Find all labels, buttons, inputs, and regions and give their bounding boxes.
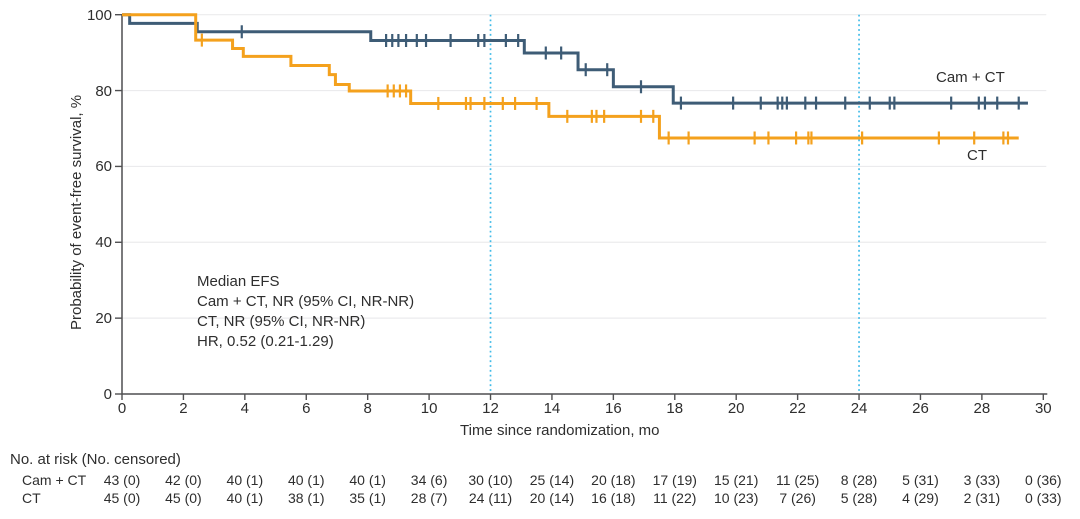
risk-cell-cam-ct-6mo: 40 (1) — [287, 472, 325, 488]
x-tick-label-14: 14 — [543, 400, 561, 417]
y-tick-label-20: 20 — [95, 310, 112, 328]
x-tick-label-24: 24 — [850, 400, 868, 417]
median-efs-annotation: Median EFS Cam + CT, NR (95% CI, NR-NR) … — [197, 272, 414, 352]
x-tick-label-0: 0 — [117, 400, 127, 417]
km-curve-cam-ct — [122, 13, 1028, 105]
risk-cell-ct-4mo: 40 (1) — [226, 490, 264, 506]
x-tick-label-22: 22 — [789, 400, 806, 417]
x-tick-label-30: 30 — [1034, 400, 1052, 417]
y-tick-label-60: 60 — [95, 158, 112, 176]
risk-cell-cam-ct-8mo: 40 (1) — [349, 472, 386, 488]
km-curve-ct — [122, 13, 1019, 140]
risk-cell-cam-ct-20mo: 15 (21) — [714, 472, 759, 488]
y-tick-label-100: 100 — [86, 6, 112, 24]
risk-cell-cam-ct-28mo: 3 (33) — [963, 472, 1001, 488]
y-tick-label-40: 40 — [95, 234, 112, 252]
risk-cell-cam-ct-22mo: 11 (25) — [775, 472, 820, 488]
risk-cell-cam-ct-24mo: 8 (28) — [840, 472, 878, 488]
x-tick-label-4: 4 — [240, 400, 249, 417]
risk-table-header: No. at risk (No. censored) — [10, 451, 181, 468]
risk-cell-ct-24mo: 5 (28) — [840, 490, 878, 506]
risk-cell-ct-30mo: 0 (33) — [1025, 490, 1062, 506]
x-tick-label-28: 28 — [973, 400, 991, 417]
series-label-ct: CT — [967, 147, 987, 164]
risk-cell-ct-18mo: 11 (22) — [653, 490, 697, 506]
series-label-cam-ct: Cam + CT — [936, 69, 1005, 86]
annotation-line-3: CT, NR (95% CI, NR-NR) — [197, 313, 366, 330]
risk-cell-cam-ct-12mo: 30 (10) — [468, 472, 513, 488]
risk-cell-cam-ct-30mo: 0 (36) — [1025, 472, 1062, 488]
x-tick-label-6: 6 — [302, 400, 311, 417]
risk-cell-cam-ct-18mo: 17 (19) — [652, 472, 697, 488]
x-tick-label-16: 16 — [605, 400, 622, 417]
risk-cell-ct-2mo: 45 (0) — [165, 490, 202, 506]
x-tick-label-12: 12 — [482, 400, 499, 417]
risk-cell-ct-22mo: 7 (26) — [779, 490, 816, 506]
risk-cell-cam-ct-26mo: 5 (31) — [902, 472, 939, 488]
risk-cell-ct-20mo: 10 (23) — [714, 490, 759, 506]
risk-cell-cam-ct-14mo: 25 (14) — [529, 472, 575, 488]
annotation-line-4: HR, 0.52 (0.21-1.29) — [197, 333, 334, 350]
y-tick-label-80: 80 — [95, 82, 112, 100]
annotation-line-2: Cam + CT, NR (95% CI, NR-NR) — [197, 293, 415, 310]
risk-cell-cam-ct-4mo: 40 (1) — [226, 472, 264, 488]
risk-cell-cam-ct-10mo: 34 (6) — [410, 472, 448, 488]
x-axis-title: Time since randomization, mo — [460, 422, 660, 439]
risk-cell-ct-28mo: 2 (31) — [963, 490, 1001, 506]
risk-cell-ct-14mo: 20 (14) — [529, 490, 575, 506]
risk-cell-ct-10mo: 28 (7) — [410, 490, 448, 506]
x-tick-label-8: 8 — [363, 400, 372, 417]
x-tick-label-20: 20 — [727, 400, 745, 417]
risk-cell-ct-0mo: 45 (0) — [103, 490, 141, 506]
x-tick-label-26: 26 — [912, 400, 929, 417]
annotation-line-1: Median EFS — [197, 273, 280, 290]
risk-cell-cam-ct-16mo: 20 (18) — [591, 472, 636, 488]
risk-cell-cam-ct-0mo: 43 (0) — [103, 472, 141, 488]
risk-cell-ct-6mo: 38 (1) — [287, 490, 325, 506]
x-tick-label-2: 2 — [179, 400, 188, 417]
y-axis-title: Probability of event-free survival, % — [68, 94, 85, 330]
risk-row-label-ct: CT — [22, 490, 41, 506]
risk-row-label-cam-ct: Cam + CT — [22, 472, 87, 488]
risk-cell-ct-16mo: 16 (18) — [591, 490, 636, 506]
x-tick-label-18: 18 — [666, 400, 684, 417]
risk-cell-cam-ct-2mo: 42 (0) — [165, 472, 202, 488]
risk-cell-ct-8mo: 35 (1) — [349, 490, 386, 506]
y-tick-label-0: 0 — [103, 386, 112, 403]
risk-cell-ct-26mo: 4 (29) — [902, 490, 939, 506]
risk-cell-ct-12mo: 24 (11) — [468, 490, 513, 506]
x-tick-label-10: 10 — [420, 400, 438, 417]
